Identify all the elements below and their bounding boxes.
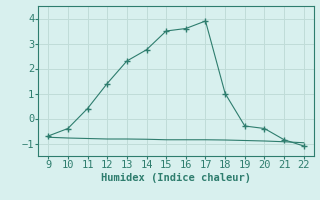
- X-axis label: Humidex (Indice chaleur): Humidex (Indice chaleur): [101, 173, 251, 183]
